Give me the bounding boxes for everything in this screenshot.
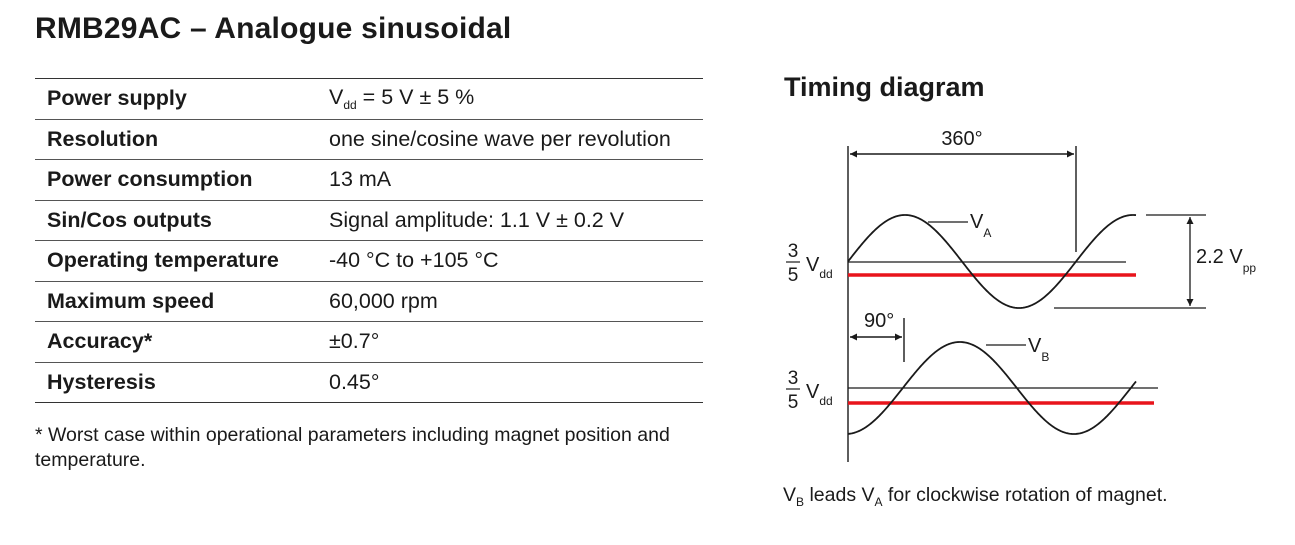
timing-diagram: 360° VA 2.2 Vpp 3 5 Vdd 90° VB 3 5 Vdd (786, 128, 1256, 462)
param-value: one sine/cosine wave per revolution (329, 126, 671, 151)
table-row: Power supply Vdd = 5 V ± 5 % (35, 78, 703, 120)
table-row: Sin/Cos outputs Signal amplitude: 1.1 V … (35, 200, 703, 241)
param-value: Signal amplitude: 1.1 V ± 0.2 V (329, 207, 625, 232)
table-row: Resolution one sine/cosine wave per revo… (35, 119, 703, 160)
vb-label: VB (1028, 335, 1049, 364)
param-label: Resolution (47, 126, 159, 151)
param-value: 0.45° (329, 369, 380, 394)
svg-text:Vdd: Vdd (806, 381, 833, 408)
param-label: Hysteresis (47, 369, 156, 394)
phase-label: 90° (864, 310, 894, 332)
va-waveform (847, 214, 1137, 309)
table-row: Operating temperature -40 °C to +105 °C (35, 240, 703, 282)
vb-waveform (847, 341, 1137, 435)
va-vdd-label: 3 5 Vdd (786, 241, 833, 286)
va-label: VA (970, 211, 991, 240)
svg-text:3: 3 (788, 241, 799, 262)
param-label: Accuracy* (47, 329, 153, 354)
table-row: Power consumption 13 mA (35, 159, 703, 201)
param-value: ±0.7° (329, 329, 380, 354)
amp-label: 2.2 Vpp (1196, 246, 1256, 275)
timing-caption: VB leads VA for clockwise rotation of ma… (783, 484, 1168, 509)
footnote: * Worst case within operational paramete… (35, 424, 670, 471)
svg-text:3: 3 (788, 368, 799, 389)
param-value: Vdd = 5 V ± 5 % (329, 85, 475, 113)
param-label: Power consumption (47, 167, 253, 192)
page-title: RMB29AC – Analogue sinusoidal (35, 12, 512, 45)
timing-diagram-title: Timing diagram (784, 72, 985, 102)
table-row: Hysteresis 0.45° (35, 362, 703, 403)
svg-text:Vdd: Vdd (806, 254, 833, 281)
vb-vdd-label: 3 5 Vdd (786, 368, 833, 413)
param-label: Operating temperature (47, 248, 279, 273)
table-row: Accuracy* ±0.7° (35, 321, 703, 363)
param-label: Maximum speed (47, 288, 215, 313)
param-value: -40 °C to +105 °C (329, 248, 499, 273)
param-value: 60,000 rpm (329, 288, 438, 313)
table-row: Maximum speed 60,000 rpm (35, 281, 703, 322)
svg-text:5: 5 (788, 392, 799, 413)
period-label: 360° (941, 128, 982, 150)
param-label: Power supply (47, 86, 187, 111)
param-value: 13 mA (329, 167, 392, 192)
param-label: Sin/Cos outputs (47, 207, 212, 232)
spec-table: Power supply Vdd = 5 V ± 5 % Resolution … (35, 78, 703, 403)
svg-text:5: 5 (788, 265, 799, 286)
